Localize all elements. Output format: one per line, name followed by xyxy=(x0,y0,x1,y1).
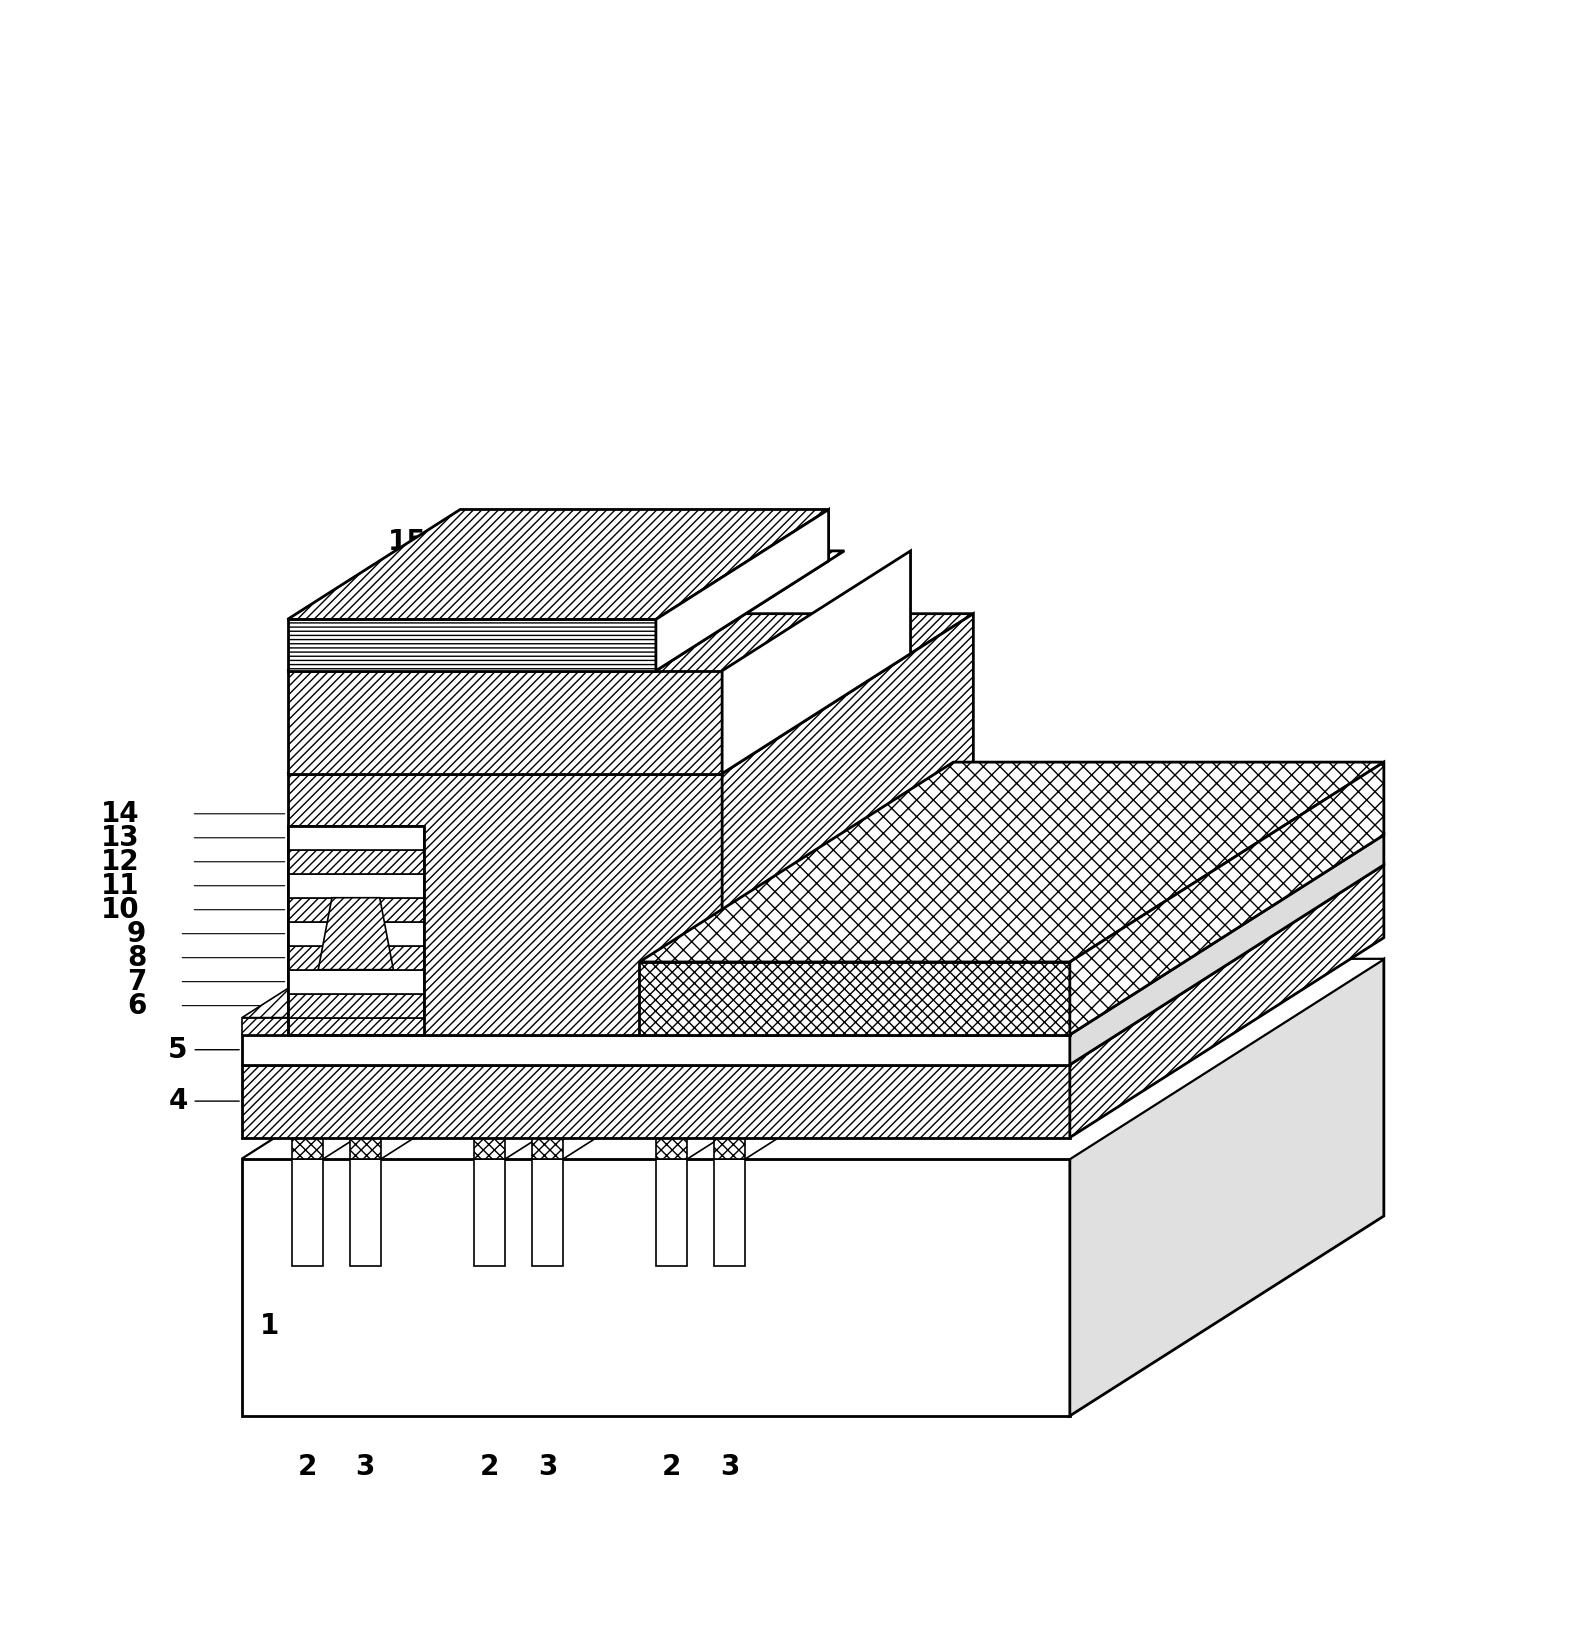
Text: 13: 13 xyxy=(101,824,139,851)
Polygon shape xyxy=(242,835,1384,1034)
Polygon shape xyxy=(288,970,424,993)
Polygon shape xyxy=(714,1159,746,1267)
Polygon shape xyxy=(288,945,424,970)
Polygon shape xyxy=(655,1138,687,1159)
Polygon shape xyxy=(288,774,722,1034)
Polygon shape xyxy=(350,1018,570,1138)
Polygon shape xyxy=(242,1064,1070,1138)
Text: 14: 14 xyxy=(875,759,915,787)
Text: 3: 3 xyxy=(356,1453,375,1481)
Polygon shape xyxy=(288,875,424,898)
Polygon shape xyxy=(350,1159,382,1267)
Polygon shape xyxy=(288,850,424,875)
Polygon shape xyxy=(242,878,942,1018)
Polygon shape xyxy=(288,550,844,670)
Polygon shape xyxy=(288,970,424,993)
Polygon shape xyxy=(288,898,424,922)
Polygon shape xyxy=(242,959,1384,1159)
Polygon shape xyxy=(714,1018,934,1138)
Polygon shape xyxy=(291,1138,323,1159)
Polygon shape xyxy=(655,1018,875,1138)
Text: 2: 2 xyxy=(480,1453,499,1481)
Text: 3: 3 xyxy=(538,1453,557,1481)
Text: 7: 7 xyxy=(127,968,146,996)
Polygon shape xyxy=(288,509,828,619)
Polygon shape xyxy=(532,1138,564,1159)
Text: 9: 9 xyxy=(127,919,146,947)
Polygon shape xyxy=(288,825,424,850)
Text: 11: 11 xyxy=(101,871,139,899)
Polygon shape xyxy=(242,1018,722,1034)
Text: 8: 8 xyxy=(127,944,146,972)
Text: 1: 1 xyxy=(260,1313,280,1341)
Polygon shape xyxy=(288,993,424,1018)
Polygon shape xyxy=(640,763,1384,962)
Polygon shape xyxy=(722,550,910,774)
Text: 3: 3 xyxy=(720,1453,739,1481)
Text: 6: 6 xyxy=(127,991,146,1019)
Polygon shape xyxy=(1070,763,1384,1034)
Polygon shape xyxy=(291,1039,511,1159)
Polygon shape xyxy=(288,945,424,970)
Polygon shape xyxy=(288,993,424,1018)
Polygon shape xyxy=(473,1138,505,1159)
Polygon shape xyxy=(242,959,1384,1159)
Polygon shape xyxy=(288,850,424,875)
Polygon shape xyxy=(288,825,424,850)
Text: 12: 12 xyxy=(101,848,139,876)
Polygon shape xyxy=(655,1159,687,1267)
Polygon shape xyxy=(288,922,424,945)
Polygon shape xyxy=(291,1159,323,1267)
Polygon shape xyxy=(242,1159,1070,1416)
Polygon shape xyxy=(655,509,828,670)
Text: 16: 16 xyxy=(928,883,966,911)
Polygon shape xyxy=(242,865,1384,1064)
Text: 15: 15 xyxy=(388,529,427,557)
Polygon shape xyxy=(532,1018,752,1138)
Polygon shape xyxy=(473,1018,693,1138)
Polygon shape xyxy=(242,1034,1070,1064)
Polygon shape xyxy=(318,898,393,970)
Polygon shape xyxy=(655,1039,875,1159)
Text: 14: 14 xyxy=(101,800,139,828)
Text: 4: 4 xyxy=(168,1087,188,1115)
Polygon shape xyxy=(532,1159,564,1267)
Text: 2: 2 xyxy=(298,1453,317,1481)
Polygon shape xyxy=(291,1018,511,1138)
Polygon shape xyxy=(288,922,424,945)
Polygon shape xyxy=(288,619,655,670)
Polygon shape xyxy=(473,1159,505,1267)
Polygon shape xyxy=(473,1039,693,1159)
Polygon shape xyxy=(350,1138,382,1159)
Polygon shape xyxy=(1070,865,1384,1138)
Polygon shape xyxy=(714,1039,934,1159)
Text: 10: 10 xyxy=(101,896,139,924)
Text: 2: 2 xyxy=(662,1453,681,1481)
Polygon shape xyxy=(640,962,1070,1034)
Polygon shape xyxy=(288,875,424,898)
Polygon shape xyxy=(350,1039,570,1159)
Text: 5: 5 xyxy=(168,1036,188,1064)
Polygon shape xyxy=(318,898,393,970)
Polygon shape xyxy=(1070,959,1384,1416)
Polygon shape xyxy=(288,898,424,922)
Polygon shape xyxy=(532,1039,752,1159)
Polygon shape xyxy=(288,614,974,774)
Polygon shape xyxy=(722,614,974,1034)
Polygon shape xyxy=(1070,835,1384,1064)
Polygon shape xyxy=(288,670,722,774)
Polygon shape xyxy=(714,1138,746,1159)
